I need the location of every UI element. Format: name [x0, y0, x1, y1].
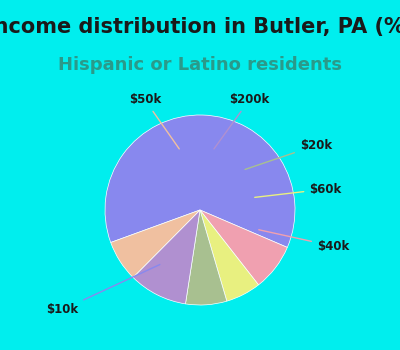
Wedge shape — [186, 210, 227, 305]
Text: Income distribution in Butler, PA (%): Income distribution in Butler, PA (%) — [0, 18, 400, 37]
Text: $10k: $10k — [46, 265, 160, 316]
Text: $20k: $20k — [245, 139, 332, 169]
Wedge shape — [133, 210, 200, 304]
Text: $50k: $50k — [129, 93, 179, 149]
Text: Hispanic or Latino residents: Hispanic or Latino residents — [58, 56, 342, 74]
Wedge shape — [111, 210, 200, 278]
Text: $40k: $40k — [259, 230, 349, 253]
Text: $200k: $200k — [214, 93, 270, 149]
Wedge shape — [200, 210, 258, 301]
Wedge shape — [105, 115, 295, 247]
Wedge shape — [200, 210, 287, 285]
Text: $60k: $60k — [255, 183, 342, 197]
